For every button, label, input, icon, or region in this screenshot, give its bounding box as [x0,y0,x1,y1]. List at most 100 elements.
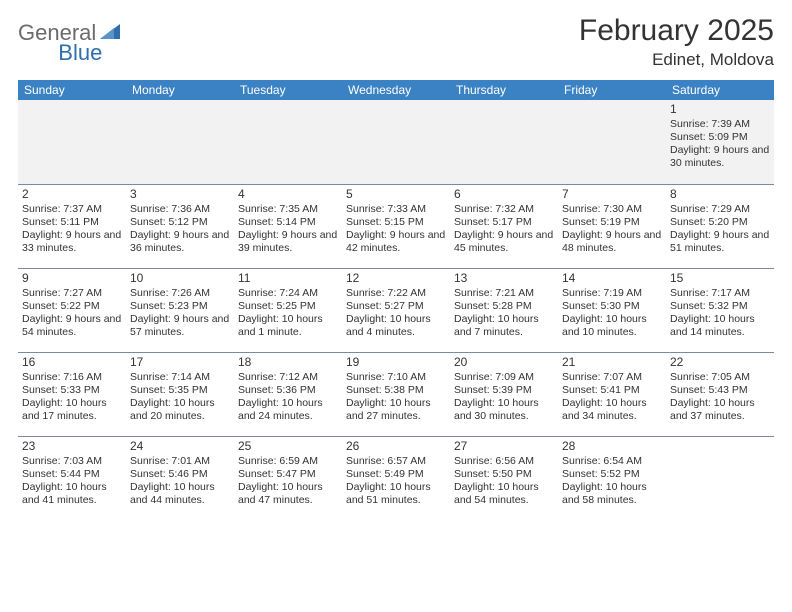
day-header: Thursday [450,80,558,100]
sunset-text: Sunset: 5:36 PM [238,384,338,397]
sunrise-text: Sunrise: 7:27 AM [22,287,122,300]
day-number: 10 [130,271,230,286]
calendar-cell [234,100,342,184]
calendar-cell: 20Sunrise: 7:09 AMSunset: 5:39 PMDayligh… [450,352,558,436]
sunset-text: Sunset: 5:46 PM [130,468,230,481]
daylight-text: Daylight: 10 hours and 7 minutes. [454,313,554,339]
sunrise-text: Sunrise: 7:22 AM [346,287,446,300]
sunrise-text: Sunrise: 7:26 AM [130,287,230,300]
sunset-text: Sunset: 5:20 PM [670,216,770,229]
sunrise-text: Sunrise: 7:29 AM [670,203,770,216]
header: General Blue February 2025 Edinet, Moldo… [18,14,774,70]
day-number: 1 [670,102,770,117]
daylight-text: Daylight: 10 hours and 37 minutes. [670,397,770,423]
sunrise-text: Sunrise: 7:36 AM [130,203,230,216]
day-number: 2 [22,187,122,202]
sunrise-text: Sunrise: 6:54 AM [562,455,662,468]
calendar-cell: 1Sunrise: 7:39 AMSunset: 5:09 PMDaylight… [666,100,774,184]
day-number: 18 [238,355,338,370]
day-number: 22 [670,355,770,370]
calendar-cell: 25Sunrise: 6:59 AMSunset: 5:47 PMDayligh… [234,436,342,520]
sunrise-text: Sunrise: 7:30 AM [562,203,662,216]
sunrise-text: Sunrise: 6:56 AM [454,455,554,468]
day-number: 16 [22,355,122,370]
day-number: 28 [562,439,662,454]
daylight-text: Daylight: 9 hours and 45 minutes. [454,229,554,255]
day-number: 19 [346,355,446,370]
calendar-row: 2Sunrise: 7:37 AMSunset: 5:11 PMDaylight… [18,184,774,268]
day-header: Tuesday [234,80,342,100]
page-subtitle: Edinet, Moldova [579,50,774,70]
sunrise-text: Sunrise: 7:07 AM [562,371,662,384]
calendar-row: 1Sunrise: 7:39 AMSunset: 5:09 PMDaylight… [18,100,774,184]
daylight-text: Daylight: 10 hours and 27 minutes. [346,397,446,423]
sunset-text: Sunset: 5:14 PM [238,216,338,229]
day-number: 6 [454,187,554,202]
sunset-text: Sunset: 5:25 PM [238,300,338,313]
daylight-text: Daylight: 9 hours and 30 minutes. [670,144,770,170]
calendar-cell: 21Sunrise: 7:07 AMSunset: 5:41 PMDayligh… [558,352,666,436]
calendar-cell: 18Sunrise: 7:12 AMSunset: 5:36 PMDayligh… [234,352,342,436]
day-number: 9 [22,271,122,286]
calendar-cell: 17Sunrise: 7:14 AMSunset: 5:35 PMDayligh… [126,352,234,436]
sunset-text: Sunset: 5:35 PM [130,384,230,397]
daylight-text: Daylight: 10 hours and 58 minutes. [562,481,662,507]
day-header: Wednesday [342,80,450,100]
sunset-text: Sunset: 5:17 PM [454,216,554,229]
daylight-text: Daylight: 10 hours and 14 minutes. [670,313,770,339]
sunset-text: Sunset: 5:27 PM [346,300,446,313]
sunrise-text: Sunrise: 7:19 AM [562,287,662,300]
day-number: 8 [670,187,770,202]
day-header: Friday [558,80,666,100]
daylight-text: Daylight: 9 hours and 57 minutes. [130,313,230,339]
daylight-text: Daylight: 9 hours and 39 minutes. [238,229,338,255]
sunset-text: Sunset: 5:28 PM [454,300,554,313]
calendar-cell: 14Sunrise: 7:19 AMSunset: 5:30 PMDayligh… [558,268,666,352]
day-number: 17 [130,355,230,370]
day-number: 14 [562,271,662,286]
sunset-text: Sunset: 5:09 PM [670,131,770,144]
day-number: 27 [454,439,554,454]
calendar-cell: 22Sunrise: 7:05 AMSunset: 5:43 PMDayligh… [666,352,774,436]
sunset-text: Sunset: 5:11 PM [22,216,122,229]
calendar-row: 16Sunrise: 7:16 AMSunset: 5:33 PMDayligh… [18,352,774,436]
sunrise-text: Sunrise: 7:17 AM [670,287,770,300]
calendar-cell: 9Sunrise: 7:27 AMSunset: 5:22 PMDaylight… [18,268,126,352]
calendar-cell: 26Sunrise: 6:57 AMSunset: 5:49 PMDayligh… [342,436,450,520]
calendar-cell: 11Sunrise: 7:24 AMSunset: 5:25 PMDayligh… [234,268,342,352]
daylight-text: Daylight: 10 hours and 24 minutes. [238,397,338,423]
daylight-text: Daylight: 10 hours and 41 minutes. [22,481,122,507]
sunset-text: Sunset: 5:50 PM [454,468,554,481]
sunrise-text: Sunrise: 7:12 AM [238,371,338,384]
daylight-text: Daylight: 10 hours and 51 minutes. [346,481,446,507]
daylight-text: Daylight: 9 hours and 36 minutes. [130,229,230,255]
calendar-cell: 5Sunrise: 7:33 AMSunset: 5:15 PMDaylight… [342,184,450,268]
sunrise-text: Sunrise: 7:21 AM [454,287,554,300]
daylight-text: Daylight: 10 hours and 1 minute. [238,313,338,339]
sunset-text: Sunset: 5:12 PM [130,216,230,229]
calendar-table: Sunday Monday Tuesday Wednesday Thursday… [18,80,774,520]
day-number: 13 [454,271,554,286]
daylight-text: Daylight: 9 hours and 48 minutes. [562,229,662,255]
day-number: 26 [346,439,446,454]
calendar-cell: 27Sunrise: 6:56 AMSunset: 5:50 PMDayligh… [450,436,558,520]
day-number: 3 [130,187,230,202]
calendar-cell: 28Sunrise: 6:54 AMSunset: 5:52 PMDayligh… [558,436,666,520]
calendar-cell [558,100,666,184]
logo-text-blue: Blue [58,40,102,66]
daylight-text: Daylight: 10 hours and 30 minutes. [454,397,554,423]
calendar-cell: 12Sunrise: 7:22 AMSunset: 5:27 PMDayligh… [342,268,450,352]
sunset-text: Sunset: 5:47 PM [238,468,338,481]
sunset-text: Sunset: 5:41 PM [562,384,662,397]
day-number: 21 [562,355,662,370]
daylight-text: Daylight: 9 hours and 54 minutes. [22,313,122,339]
title-block: February 2025 Edinet, Moldova [579,14,774,70]
calendar-cell: 24Sunrise: 7:01 AMSunset: 5:46 PMDayligh… [126,436,234,520]
calendar-row: 9Sunrise: 7:27 AMSunset: 5:22 PMDaylight… [18,268,774,352]
calendar-cell: 4Sunrise: 7:35 AMSunset: 5:14 PMDaylight… [234,184,342,268]
sunset-text: Sunset: 5:23 PM [130,300,230,313]
sunrise-text: Sunrise: 7:24 AM [238,287,338,300]
day-number: 24 [130,439,230,454]
sunset-text: Sunset: 5:30 PM [562,300,662,313]
sunrise-text: Sunrise: 7:16 AM [22,371,122,384]
